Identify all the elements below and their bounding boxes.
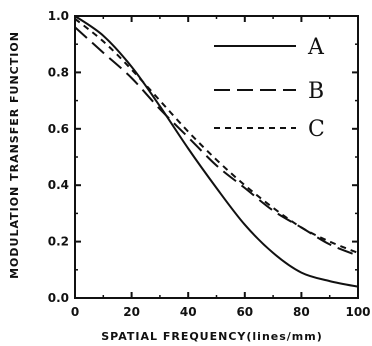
x-tick-label: 0	[71, 305, 79, 319]
series-line-a	[74, 15, 359, 288]
y-tick-label: 0.6	[48, 122, 69, 136]
y-tick-label: 0.4	[48, 178, 69, 192]
y-tick-label: 0.8	[48, 65, 69, 79]
series-lines	[74, 15, 359, 288]
legend-label-c: C	[308, 117, 325, 142]
legend-label-b: B	[308, 79, 324, 104]
series-line-b	[74, 26, 359, 257]
y-tick-label: 0.2	[48, 235, 69, 249]
legend-label-a: A	[307, 35, 325, 60]
x-tick-label: 40	[180, 305, 197, 319]
y-tick-labels: 0.0 0.2 0.4 0.6 0.8 1.0	[48, 9, 69, 305]
x-tick-label: 60	[236, 305, 253, 319]
series-line-c	[74, 18, 359, 254]
x-axis-title: SPATIAL FREQUENCY(lines/mm)	[101, 330, 323, 343]
y-axis-title: MODULATION TRANSFER FUNCTION	[8, 31, 21, 279]
legend: ABC	[214, 35, 325, 142]
axis-ticks	[74, 15, 359, 299]
x-tick-label: 80	[293, 305, 310, 319]
x-tick-label: 20	[123, 305, 140, 319]
x-tick-labels: 0 20 40 60 80 100	[71, 305, 371, 319]
y-tick-label: 1.0	[48, 9, 69, 23]
x-tick-label: 100	[345, 305, 370, 319]
y-tick-label: 0.0	[48, 291, 69, 305]
